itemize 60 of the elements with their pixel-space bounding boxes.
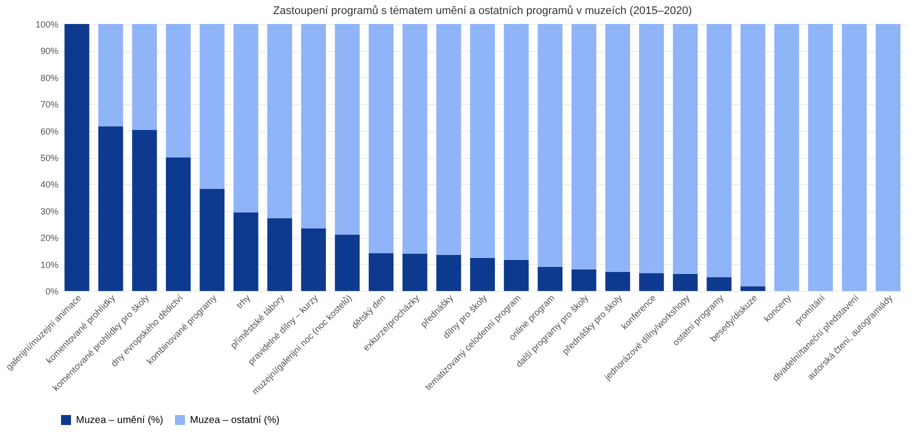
bar (301, 24, 326, 229)
bar (605, 24, 630, 272)
bar (842, 24, 867, 291)
bar (98, 126, 124, 291)
bar (706, 24, 732, 278)
bar (166, 158, 191, 291)
bar (672, 274, 698, 291)
y-tick-label: 20% (40, 233, 58, 244)
bar (572, 24, 596, 270)
bar (538, 24, 562, 267)
bar (538, 266, 562, 291)
y-tick-label: 10% (40, 260, 58, 270)
bar (132, 24, 157, 130)
bar (706, 277, 732, 291)
bar (64, 24, 90, 291)
bar (368, 253, 394, 291)
bar (808, 24, 833, 291)
y-tick-label: 50% (40, 153, 58, 163)
y-tick-label: 80% (40, 72, 58, 83)
chart-title: Zastoupení programů s tématem umění a ostatních programů v muzeích (2015–2020) (273, 5, 692, 17)
bar (234, 212, 258, 291)
bar (876, 24, 900, 291)
bar (166, 24, 191, 158)
bar (301, 228, 326, 291)
y-tick-label: 30% (40, 206, 58, 216)
legend-label: Muzea – umění (%) (76, 415, 164, 426)
bar (200, 188, 224, 291)
y-tick-label: 100% (35, 20, 58, 30)
bar (504, 260, 529, 291)
bar (470, 24, 495, 258)
bar (334, 234, 360, 291)
bar (672, 24, 698, 274)
bar (267, 24, 292, 218)
bar (402, 254, 428, 291)
legend-label: Muzea – ostatní (%) (190, 415, 280, 426)
bar (402, 24, 428, 254)
bar (740, 286, 766, 291)
y-tick-label: 40% (40, 180, 58, 190)
y-tick-label: 0% (45, 286, 58, 296)
bar (98, 24, 124, 126)
bar (639, 273, 664, 291)
bar (605, 272, 630, 291)
bar (740, 24, 766, 286)
y-tick-label: 60% (40, 126, 58, 136)
bar (200, 24, 224, 189)
bar (639, 24, 664, 274)
bar (504, 24, 529, 260)
bar (334, 24, 360, 235)
bar (436, 24, 462, 255)
y-tick-label: 90% (40, 46, 58, 56)
y-tick-label: 70% (40, 100, 58, 110)
bar (470, 258, 495, 291)
bar (234, 24, 258, 212)
bar (774, 24, 800, 291)
bar (436, 254, 462, 291)
bar (572, 269, 596, 291)
x-tick-label: trhy (234, 292, 253, 310)
bar (132, 130, 157, 291)
bar (368, 24, 394, 254)
bar (267, 218, 292, 291)
